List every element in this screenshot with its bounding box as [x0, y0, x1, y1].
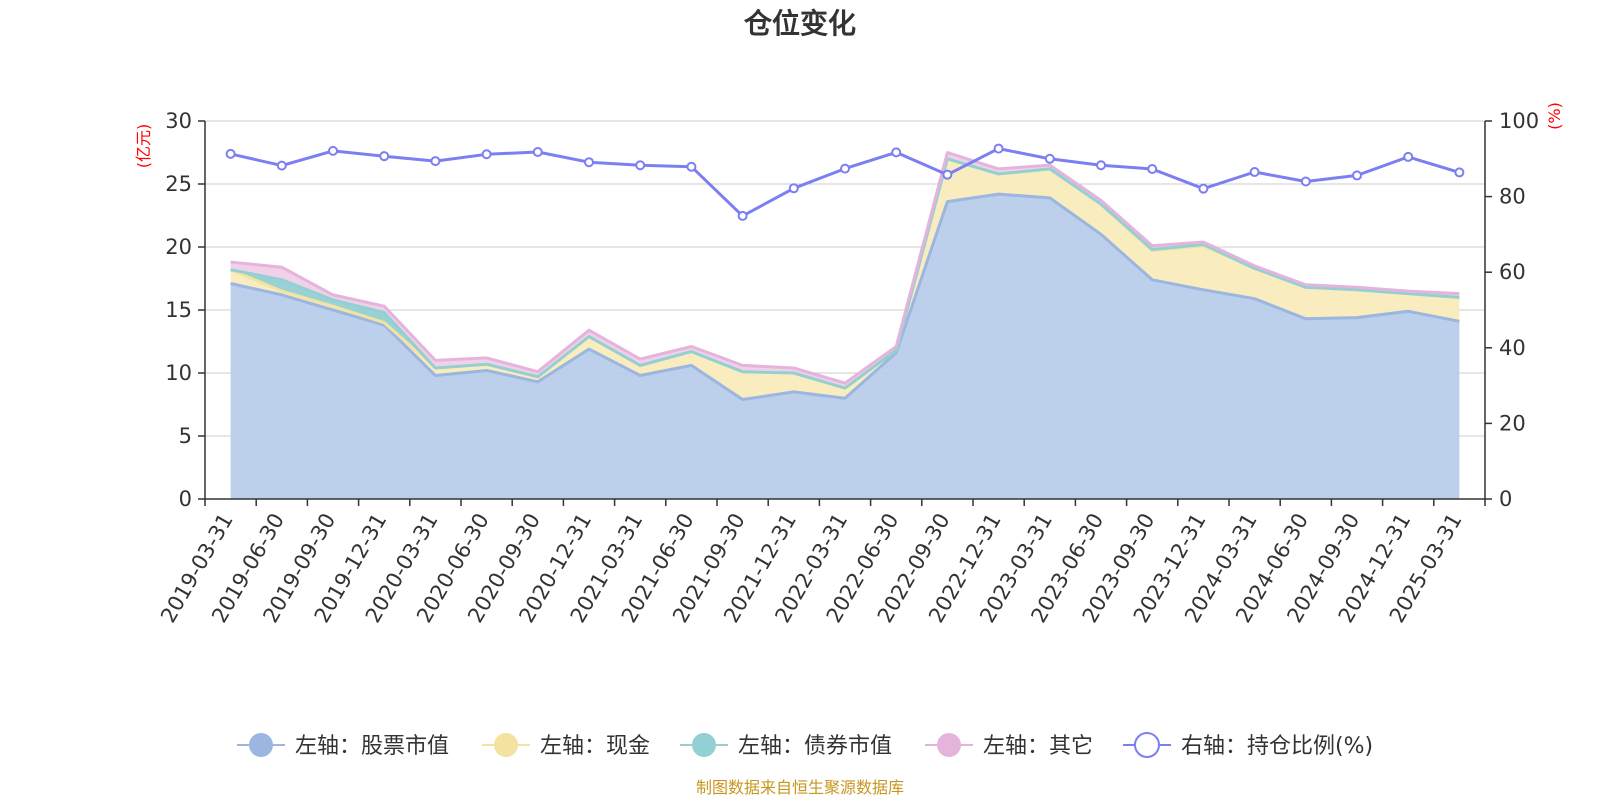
left-axis-tick-label: 20 — [165, 235, 192, 259]
legend-item[interactable]: 左轴：股票市值 — [237, 733, 449, 759]
ratio-point — [1300, 176, 1311, 187]
ratio-point — [635, 160, 646, 171]
ratio-point — [942, 169, 953, 180]
legend-label: 左轴：股票市值 — [295, 734, 449, 759]
right-axis-tick-label: 80 — [1499, 185, 1526, 209]
left-axis-tick-label: 5 — [179, 424, 192, 448]
line-左轴：债券市值 — [230, 157, 1460, 390]
left-axis-tick-label: 25 — [165, 172, 192, 196]
right-axis-tick-label: 40 — [1499, 336, 1526, 360]
ratio-point — [430, 156, 441, 167]
ratio-point — [1044, 153, 1055, 164]
ratio-point — [1096, 160, 1106, 171]
area-series — [230, 152, 1460, 499]
ratio-point — [1352, 170, 1362, 181]
legend-label: 左轴：债券市值 — [738, 734, 892, 759]
area-左轴：现金 — [230, 158, 1460, 400]
legend-circle-marker — [692, 733, 716, 757]
ratio-point — [891, 147, 902, 158]
legend-item[interactable]: 左轴：债券市值 — [680, 733, 892, 759]
right-axis-unit: (%) — [1545, 102, 1564, 130]
ratio-point — [1147, 164, 1158, 175]
ratio-point — [584, 157, 594, 168]
left-axis-tick-label: 10 — [165, 361, 192, 385]
ratio-point — [737, 210, 748, 221]
left-axis-tick-label: 0 — [179, 487, 192, 511]
ratio-point — [840, 163, 850, 174]
ratio-point — [993, 143, 1004, 154]
area-左轴：股票市值 — [230, 194, 1460, 499]
chart-title: 仓位变化 — [744, 7, 856, 40]
ratio-point — [1249, 167, 1260, 178]
legend-label: 左轴：现金 — [540, 734, 650, 759]
legend[interactable]: 左轴：股票市值 左轴：现金 左轴：债券市值 左轴：其它 右轴：持仓比例(%) — [237, 732, 1373, 759]
right-axis-tick-label: 100 — [1499, 109, 1539, 133]
ratio-point — [276, 160, 287, 171]
left-axis-tick-label: 15 — [165, 298, 192, 322]
legend-circle-marker — [249, 733, 273, 757]
ratio-point — [379, 151, 390, 162]
legend-circle-marker — [1134, 732, 1160, 758]
ratio-point — [532, 146, 543, 157]
ratio-point — [788, 183, 799, 194]
ratio-point — [1454, 167, 1465, 178]
legend-label: 右轴：持仓比例(%) — [1181, 734, 1373, 759]
legend-item[interactable]: 右轴：持仓比例(%) — [1123, 732, 1373, 759]
right-axis-tick-label: 20 — [1499, 411, 1526, 435]
legend-circle-marker — [937, 733, 961, 757]
left-axis-unit: (亿元) — [134, 124, 153, 169]
legend-label: 左轴：其它 — [983, 734, 1093, 759]
legend-item[interactable]: 左轴：现金 — [482, 733, 650, 759]
ratio-point — [1198, 183, 1209, 194]
ratio-line — [230, 147, 1460, 218]
ratio-point — [328, 145, 338, 156]
right-axis-tick-label: 60 — [1499, 260, 1526, 284]
line-左轴：股票市值 — [230, 192, 1460, 401]
ratio-point — [481, 149, 492, 160]
ratio-point — [686, 161, 697, 172]
data-source-note: 制图数据来自恒生聚源数据库 — [696, 778, 904, 797]
left-axis-tick-label: 30 — [165, 109, 192, 133]
series-lines — [225, 143, 1465, 401]
legend-item[interactable]: 左轴：其它 — [925, 733, 1093, 759]
ratio-point — [225, 148, 236, 159]
right-axis-tick-label: 0 — [1499, 487, 1512, 511]
line-左轴：其它 — [230, 151, 1460, 385]
legend-circle-marker — [494, 733, 518, 757]
ratio-point — [1403, 151, 1414, 162]
